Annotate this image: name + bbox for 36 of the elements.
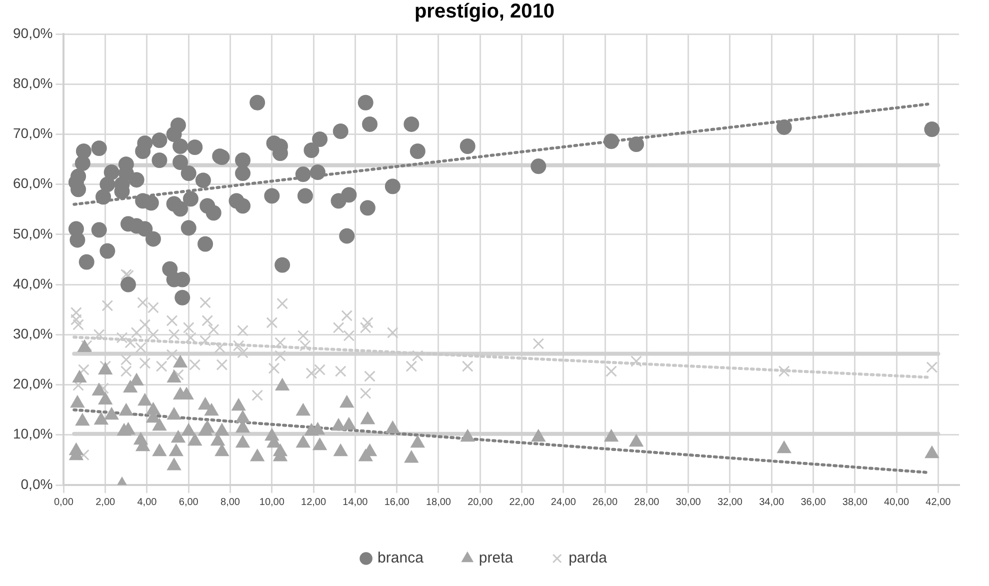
x-tick-label: 36,00 xyxy=(800,496,826,508)
x-tick-label: 42,00 xyxy=(926,496,952,508)
x-tick-label: 30,00 xyxy=(676,496,702,508)
legend-label: preta xyxy=(478,550,514,567)
x-tick-label: 12,00 xyxy=(301,496,326,508)
y-tick-label: 60,0% xyxy=(12,175,53,192)
y-tick-label: 10,0% xyxy=(12,426,53,442)
x-tick-label: 34,00 xyxy=(759,496,785,508)
x-tick-label: 18,00 xyxy=(426,496,452,508)
x-tick-label: 40,00 xyxy=(884,496,910,508)
y-tick-label: 40,0% xyxy=(12,275,53,292)
x-tick-label: 0,00 xyxy=(54,496,74,508)
x-tick-label: 10,00 xyxy=(259,496,285,508)
legend-label: branca xyxy=(378,550,424,567)
y-tick-label: 50,0% xyxy=(12,225,53,242)
chart-title: prestígio, 2010 xyxy=(414,0,555,23)
y-tick-label: 80,0% xyxy=(12,74,53,91)
y-tick-label: 20,0% xyxy=(12,376,53,392)
y-tick-label: 70,0% xyxy=(12,125,53,142)
x-tick-label: 8,00 xyxy=(220,496,240,508)
x-tick-label: 26,00 xyxy=(592,496,618,508)
x-tick-label: 4,00 xyxy=(137,496,158,508)
x-tick-label: 38,00 xyxy=(842,496,868,508)
x-tick-label: 6,00 xyxy=(178,496,199,508)
x-tick-label: 28,00 xyxy=(634,496,660,508)
x-tick-label: 24,00 xyxy=(550,496,576,508)
x-tick-label: 20,00 xyxy=(468,496,494,508)
y-tick-label: 30,0% xyxy=(12,326,53,342)
y-tick-label: 0,0% xyxy=(20,476,53,492)
y-tick-label: 90,0% xyxy=(12,24,53,41)
x-tick-label: 2,00 xyxy=(96,496,116,508)
x-tick-label: 14,00 xyxy=(342,496,368,508)
x-tick-label: 22,00 xyxy=(509,496,535,508)
x-tick-label: 16,00 xyxy=(384,496,410,508)
x-tick-label: 32,00 xyxy=(717,496,743,508)
legend-label: parda xyxy=(568,550,608,567)
